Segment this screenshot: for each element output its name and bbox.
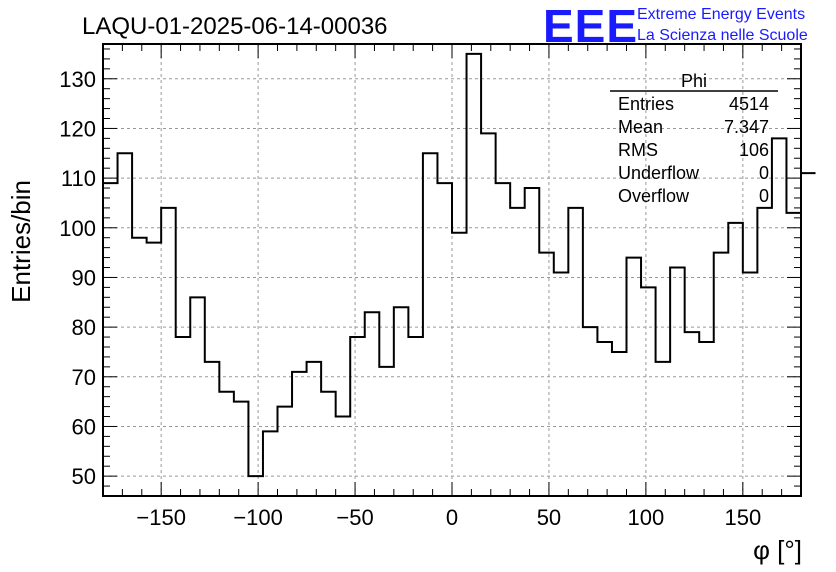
y-tick-label: 90 — [72, 265, 96, 290]
stats-value-entries: 4514 — [729, 94, 769, 114]
stats-label-mean: Mean — [618, 117, 663, 137]
y-tick-label: 130 — [59, 67, 96, 92]
y-axis-label: Entries/bin — [6, 180, 36, 303]
y-tick-label: 110 — [61, 166, 96, 191]
eee-line2: La Scienza nelle Scuole — [637, 27, 808, 44]
eee-logo: EEE — [543, 0, 638, 52]
x-axis-label: φ [°] — [753, 535, 802, 565]
x-tick-label: −50 — [336, 505, 373, 530]
y-tick-label: 50 — [72, 464, 96, 489]
eee-header: EEE Extreme Energy Events La Scienza nel… — [543, 0, 808, 52]
y-tick-label: 80 — [72, 315, 96, 340]
stats-title: Phi — [681, 71, 707, 91]
stats-value-mean: 7.347 — [724, 117, 769, 137]
x-tick-label: 50 — [537, 505, 561, 530]
tick-labels: −150 −100 −50 0 50 100 150 50 60 70 80 90 100 110 120 1… — [59, 67, 761, 530]
x-tick-label: −150 — [136, 505, 186, 530]
y-tick-label: 60 — [72, 414, 96, 439]
stats-value-rms: 106 — [739, 140, 769, 160]
y-tick-label: 70 — [72, 365, 96, 390]
stats-label-underflow: Underflow — [618, 163, 700, 183]
stats-label-overflow: Overflow — [618, 186, 690, 206]
stats-box: Phi Entries 4514 Mean 7.347 RMS 106 Unde… — [610, 71, 778, 206]
x-tick-label: 100 — [628, 505, 665, 530]
histogram-series-line — [103, 52, 816, 478]
chart-title: LAQU-01-2025-06-14-00036 — [82, 13, 388, 40]
grid-lines — [103, 44, 801, 496]
x-tick-label: 150 — [724, 505, 761, 530]
stats-value-overflow: 0 — [759, 186, 769, 206]
y-tick-label: 120 — [59, 116, 96, 141]
stats-value-underflow: 0 — [759, 163, 769, 183]
x-tick-label: −100 — [233, 505, 283, 530]
eee-line1: Extreme Energy Events — [637, 6, 805, 23]
axis-ticks — [102, 44, 802, 497]
stats-label-rms: RMS — [618, 140, 658, 160]
x-tick-label: 0 — [446, 505, 458, 530]
y-tick-label: 100 — [59, 216, 96, 241]
stats-label-entries: Entries — [618, 94, 674, 114]
